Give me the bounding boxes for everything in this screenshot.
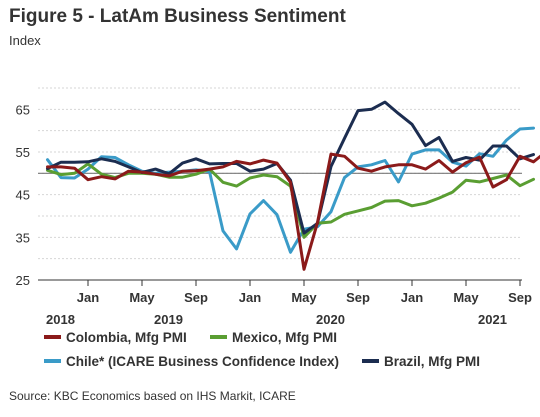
x-tick-label: Sep bbox=[184, 290, 208, 305]
x-tick-label: Sep bbox=[508, 290, 532, 305]
legend-item-colombia: Colombia, Mfg PMI bbox=[44, 330, 187, 345]
legend-swatch-colombia bbox=[44, 335, 61, 340]
x-tick-label: Sep bbox=[346, 290, 370, 305]
legend-label-colombia: Colombia, Mfg PMI bbox=[66, 330, 187, 345]
y-tick-label: 65 bbox=[16, 102, 30, 117]
x-tick-label: May bbox=[129, 290, 155, 305]
x-year-label: 2018 bbox=[46, 312, 75, 327]
x-tick-label: Jan bbox=[239, 290, 261, 305]
legend: Colombia, Mfg PMI Mexico, Mfg PMI Chile*… bbox=[0, 328, 540, 380]
x-tick-label: Jan bbox=[401, 290, 423, 305]
legend-swatch-chile bbox=[44, 359, 61, 364]
legend-label-chile: Chile* (ICARE Business Confidence Index) bbox=[66, 354, 340, 369]
x-year-label: 2021 bbox=[478, 312, 507, 327]
x-tick-label: May bbox=[453, 290, 479, 305]
x-year-label: 2019 bbox=[154, 312, 183, 327]
legend-label-brazil: Brazil, Mfg PMI bbox=[384, 354, 481, 369]
x-tick-label: Jan bbox=[77, 290, 99, 305]
legend-swatch-brazil bbox=[362, 359, 379, 364]
source-note: Source: KBC Economics based on IHS Marki… bbox=[9, 389, 296, 403]
legend-item-chile: Chile* (ICARE Business Confidence Index) bbox=[44, 354, 339, 369]
chart-title: Figure 5 - LatAm Business Sentiment bbox=[9, 6, 346, 27]
chart-subtitle: Index bbox=[9, 33, 41, 48]
x-year-label: 2020 bbox=[316, 312, 345, 327]
legend-swatch-mexico bbox=[210, 335, 227, 340]
y-tick-label: 25 bbox=[16, 273, 30, 288]
legend-item-mexico: Mexico, Mfg PMI bbox=[210, 330, 337, 345]
y-tick-label: 35 bbox=[16, 230, 30, 245]
x-tick-label: May bbox=[291, 290, 317, 305]
y-tick-label: 45 bbox=[16, 188, 30, 203]
legend-item-brazil: Brazil, Mfg PMI bbox=[362, 354, 480, 369]
legend-label-mexico: Mexico, Mfg PMI bbox=[232, 330, 338, 345]
y-tick-label: 55 bbox=[16, 145, 30, 160]
series-line-colombia bbox=[46, 152, 540, 271]
